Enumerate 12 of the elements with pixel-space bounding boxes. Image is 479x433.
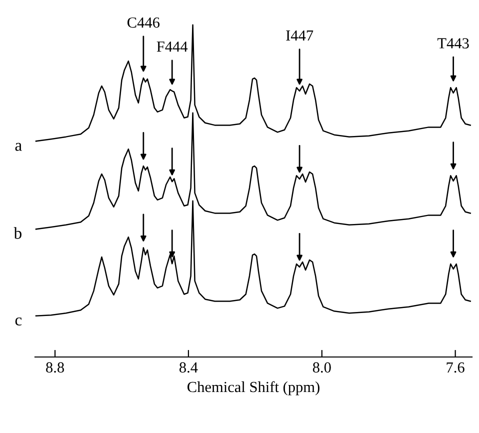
annotation: F444 [156,42,188,52]
x-tick-label: 8.8 [46,362,64,373]
x-tick-label: 8.0 [312,362,331,373]
series-label: b [14,227,22,239]
annotation: I447 [286,30,314,41]
x-axis-title: Chemical Shift (ppm) [188,381,320,396]
annotation: T443 [437,38,469,48]
x-tick-label: 7.6 [446,362,464,373]
series-label: c [15,318,22,326]
x-tick-label: 8.4 [179,362,198,373]
series-label: a [15,142,22,151]
annotation: C446 [127,17,160,28]
